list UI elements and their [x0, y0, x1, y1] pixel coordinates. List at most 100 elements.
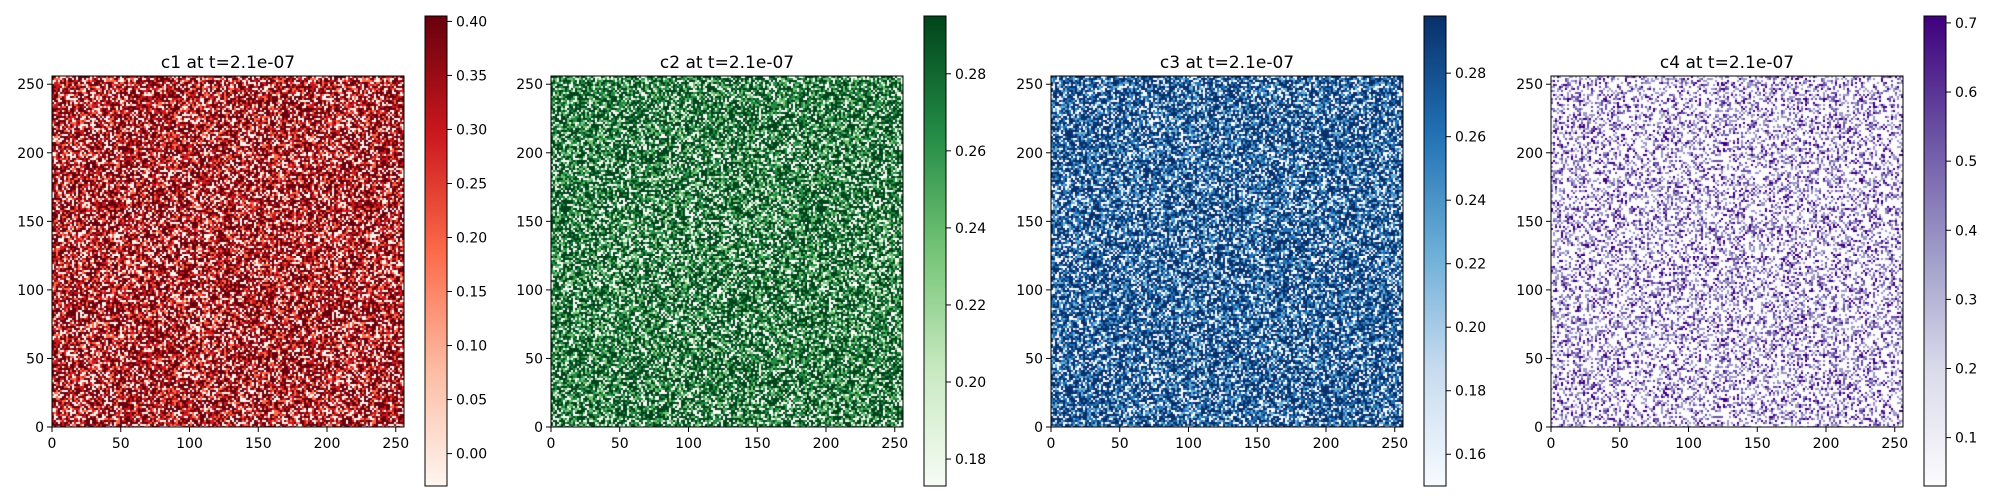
x-tick-label: 150 — [245, 436, 272, 452]
x-tick-label: 50 — [112, 436, 130, 452]
y-tick-label: 150 — [1016, 214, 1043, 230]
x-tick-label: 0 — [48, 436, 57, 452]
x-tick-label: 200 — [1813, 436, 1840, 452]
colorbar-tick-label: 0.26 — [1455, 130, 1486, 146]
colorbar-tick-label: 0.25 — [456, 176, 487, 192]
y-tick-label: 150 — [17, 214, 44, 230]
x-tick-label: 50 — [1111, 436, 1129, 452]
colorbar-tick-label: 0.3 — [1955, 292, 1977, 308]
y-tick-label: 0 — [35, 420, 44, 436]
colorbar-tick-label: 0.28 — [1455, 66, 1486, 82]
colorbar-tick-label: 0.00 — [456, 447, 487, 463]
colorbar-tick-label: 0.15 — [456, 285, 487, 301]
y-tick-label: 50 — [26, 351, 44, 367]
colorbar-tick-label: 0.4 — [1955, 223, 1977, 239]
x-axis: 0 50 100 150 200 250 — [48, 427, 409, 452]
colorbar: 0.1 0.2 0.3 0.4 0.5 0.6 0.7 — [1923, 15, 1977, 487]
y-tick-label: 250 — [516, 77, 543, 93]
panel-c2: c2 at t=2.1e-07 0 50 100 150 200 250 0 50 100 15… — [516, 15, 986, 487]
x-tick-label: 50 — [1611, 436, 1629, 452]
colorbar: 0.00 0.05 0.10 0.15 0.20 0.25 0.30 0.35 0.40 — [424, 14, 487, 487]
x-tick-label: 150 — [1244, 436, 1271, 452]
colorbar-tick-label: 0.30 — [456, 122, 487, 138]
colorbar-tick-label: 0.26 — [955, 144, 986, 160]
y-tick-label: 150 — [1516, 214, 1543, 230]
x-tick-label: 100 — [675, 436, 702, 452]
colorbar-tick-label: 0.20 — [1455, 320, 1486, 336]
colorbar: 0.18 0.20 0.22 0.24 0.26 0.28 — [923, 15, 986, 487]
x-axis: 0 50 100 150 200 250 — [1547, 427, 1908, 452]
y-tick-label: 50 — [525, 351, 543, 367]
colorbar-tick-label: 0.6 — [1955, 85, 1977, 101]
x-tick-label: 250 — [881, 436, 908, 452]
colorbar-tick-label: 0.7 — [1955, 16, 1977, 32]
colorbar-tick-label: 0.10 — [456, 339, 487, 355]
x-tick-label: 150 — [1744, 436, 1771, 452]
colorbar-tick-label: 0.5 — [1955, 154, 1977, 170]
y-tick-label: 200 — [1016, 146, 1043, 162]
colorbar-tick-label: 0.05 — [456, 393, 487, 409]
panel-title: c1 at t=2.1e-07 — [161, 53, 295, 73]
y-tick-label: 50 — [1025, 351, 1043, 367]
colorbar-gradient — [1423, 15, 1447, 487]
x-tick-label: 200 — [813, 436, 840, 452]
axes-frame — [1050, 75, 1404, 428]
y-tick-label: 100 — [1016, 283, 1043, 299]
axes-frame — [1550, 75, 1904, 428]
x-tick-label: 250 — [1381, 436, 1408, 452]
colorbar-tick-label: 0.24 — [955, 221, 986, 237]
colorbar-tick-label: 0.20 — [456, 230, 487, 246]
y-tick-label: 0 — [1534, 420, 1543, 436]
x-tick-label: 250 — [382, 436, 409, 452]
colorbar-tick-label: 0.2 — [1955, 362, 1977, 378]
x-tick-label: 150 — [744, 436, 771, 452]
x-axis: 0 50 100 150 200 250 — [547, 427, 908, 452]
x-tick-label: 100 — [176, 436, 203, 452]
y-tick-label: 100 — [516, 283, 543, 299]
x-axis: 0 50 100 150 200 250 — [1047, 427, 1408, 452]
y-tick-label: 250 — [17, 77, 44, 93]
x-tick-label: 0 — [1047, 436, 1056, 452]
x-tick-label: 200 — [1313, 436, 1340, 452]
colorbar-tick-label: 0.35 — [456, 68, 487, 84]
panel-c3: c3 at t=2.1e-07 0 50 100 150 200 250 0 50 100 15… — [1016, 15, 1486, 487]
colorbar-tick-label: 0.40 — [456, 14, 487, 30]
x-tick-label: 100 — [1175, 436, 1202, 452]
colorbar-gradient — [923, 15, 947, 487]
y-tick-label: 200 — [17, 146, 44, 162]
colorbar-tick-label: 0.1 — [1955, 431, 1977, 447]
y-tick-label: 0 — [1034, 420, 1043, 436]
y-axis: 0 50 100 150 200 250 — [1016, 77, 1051, 436]
x-tick-label: 250 — [1881, 436, 1908, 452]
x-tick-label: 200 — [314, 436, 341, 452]
heatmap-image — [1051, 76, 1403, 427]
x-tick-label: 0 — [1547, 436, 1556, 452]
y-axis: 0 50 100 150 200 250 — [516, 77, 551, 436]
y-axis: 0 50 100 150 200 250 — [1516, 77, 1551, 436]
colorbar-tick-label: 0.18 — [955, 452, 986, 468]
y-tick-label: 250 — [1016, 77, 1043, 93]
panel-title: c4 at t=2.1e-07 — [1660, 53, 1794, 73]
y-tick-label: 250 — [1516, 77, 1543, 93]
y-tick-label: 200 — [1516, 146, 1543, 162]
colorbar-tick-label: 0.28 — [955, 67, 986, 83]
heatmap-image — [551, 76, 903, 427]
panel-c4: c4 at t=2.1e-07 0 50 100 150 200 250 0 50 100 15… — [1516, 15, 1977, 487]
x-tick-label: 100 — [1675, 436, 1702, 452]
colorbar-tick-label: 0.22 — [955, 298, 986, 314]
colorbar-tick-label: 0.16 — [1455, 447, 1486, 463]
colorbar-tick-label: 0.18 — [1455, 384, 1486, 400]
y-tick-label: 100 — [17, 283, 44, 299]
colorbar-tick-label: 0.22 — [1455, 257, 1486, 273]
colorbar-gradient — [424, 15, 448, 487]
panel-title: c2 at t=2.1e-07 — [660, 53, 794, 73]
colorbar-tick-label: 0.24 — [1455, 193, 1486, 209]
y-tick-label: 150 — [516, 214, 543, 230]
y-tick-label: 0 — [534, 420, 543, 436]
y-axis: 0 50 100 150 200 250 — [17, 77, 52, 436]
axes-frame — [550, 75, 904, 428]
heatmap-image — [52, 76, 404, 427]
y-tick-label: 200 — [516, 146, 543, 162]
heatmap-image — [1551, 76, 1903, 427]
